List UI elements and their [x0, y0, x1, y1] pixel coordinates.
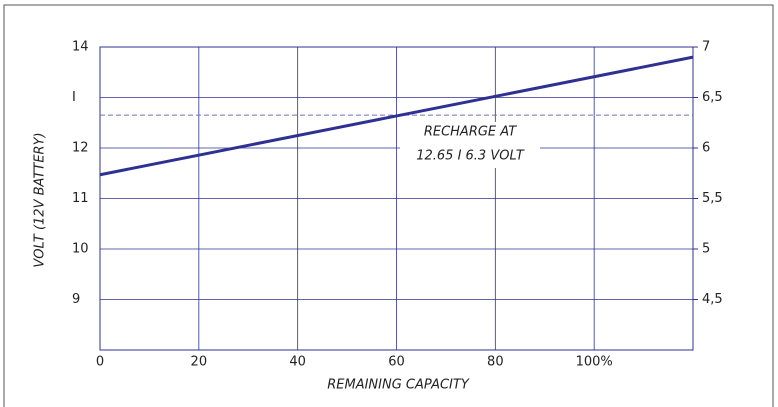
y-tick-label: I — [72, 90, 76, 105]
y2-tick-label: 6,5 — [702, 90, 723, 105]
x-tick-label: 0 — [96, 355, 104, 370]
y-tick-label: 10 — [72, 242, 89, 257]
annotation: 12.65 I 6.3 VOLT — [416, 149, 525, 164]
x-tick-label: 20 — [191, 355, 208, 370]
y2-tick-label: 5 — [702, 242, 710, 257]
x-tick-label: 60 — [388, 355, 405, 370]
x-tick-label: 40 — [289, 355, 306, 370]
y-tick-label: 14 — [72, 40, 89, 55]
x-tick-label: 100% — [576, 355, 613, 370]
data-line — [99, 55, 694, 177]
y2-tick-label: 6 — [702, 141, 710, 156]
frame — [3, 4, 774, 407]
y-tick-label: 9 — [72, 292, 80, 307]
y2-tick-label: 7 — [702, 40, 710, 55]
annotation-bg — [400, 122, 540, 168]
y2-tick-label: 5,5 — [702, 191, 723, 206]
x-axis-label: REMAINING CAPACITY — [327, 378, 470, 393]
annotation: RECHARGE AT — [424, 125, 517, 140]
y-axis-label: VOLT (12V BATTERY) — [33, 132, 48, 267]
x-tick-label: 80 — [487, 355, 504, 370]
y-tick-label: 12 — [72, 141, 89, 156]
y-tick-label: 11 — [72, 191, 89, 206]
y2-tick-label: 4,5 — [702, 292, 723, 307]
